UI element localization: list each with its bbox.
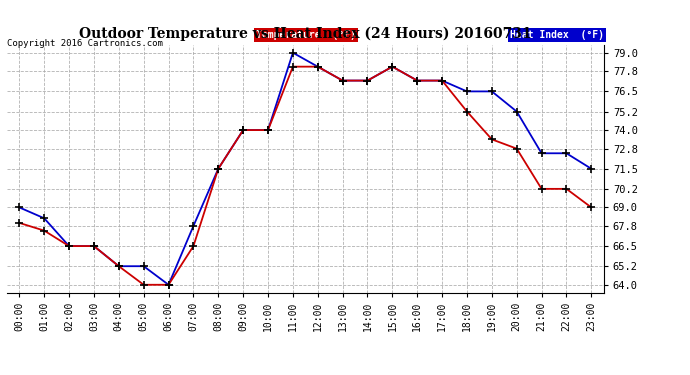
Text: Temperature  (°F): Temperature (°F) bbox=[256, 30, 356, 40]
Text: Copyright 2016 Cartronics.com: Copyright 2016 Cartronics.com bbox=[7, 39, 163, 48]
Title: Outdoor Temperature vs Heat Index (24 Hours) 20160731: Outdoor Temperature vs Heat Index (24 Ho… bbox=[79, 27, 531, 41]
Text: Heat Index  (°F): Heat Index (°F) bbox=[510, 30, 604, 40]
